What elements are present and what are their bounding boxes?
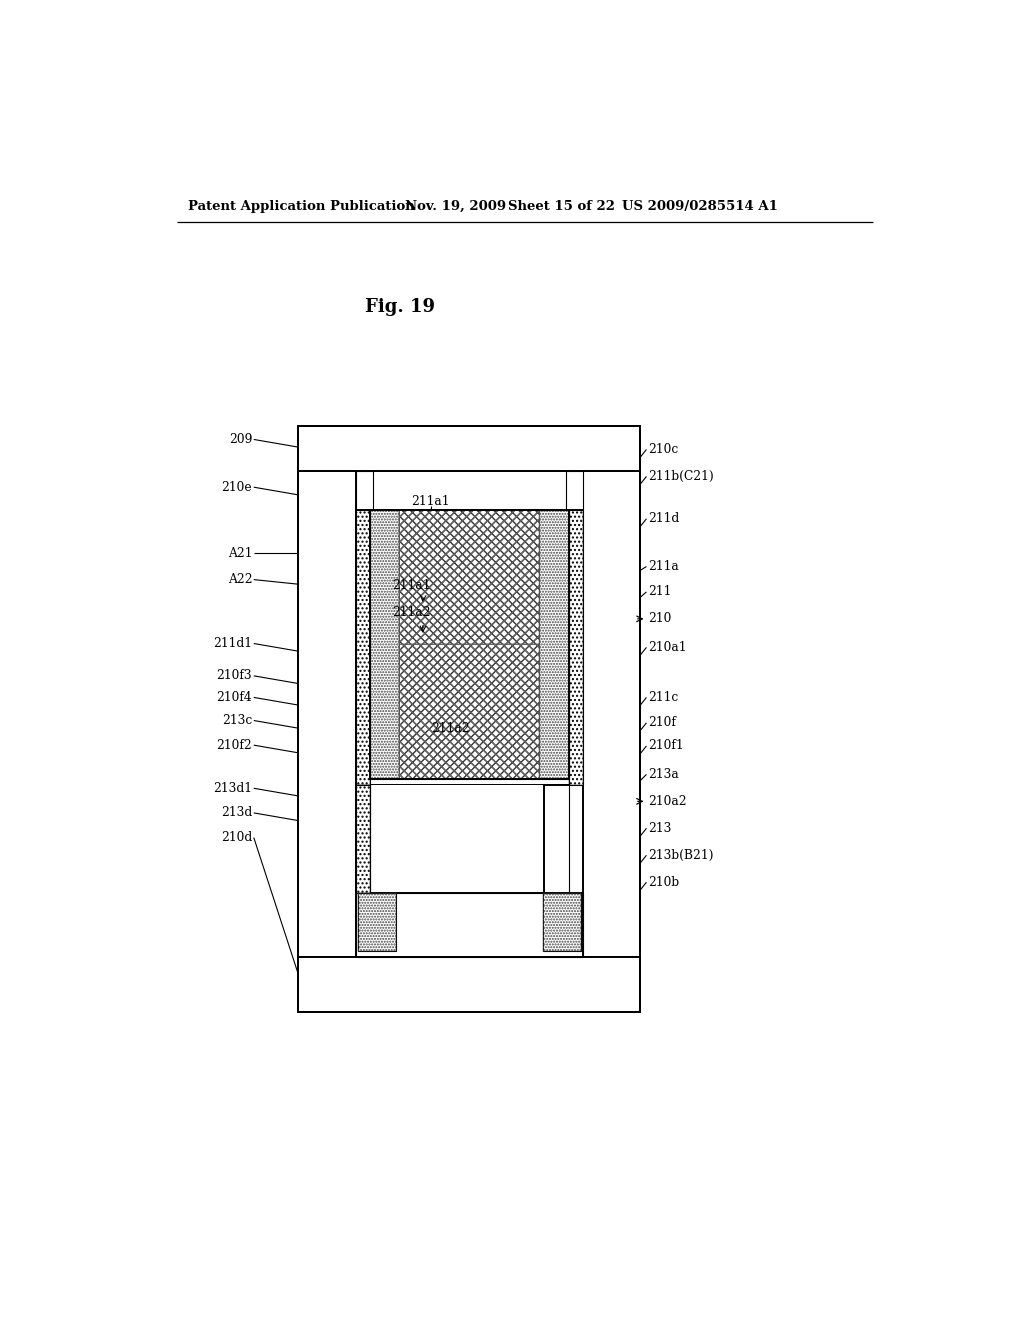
Text: 210: 210 [648, 612, 672, 626]
Bar [298, 957, 357, 1011]
Text: 210e: 210e [221, 480, 252, 494]
Bar [370, 510, 568, 779]
Text: Nov. 19, 2009: Nov. 19, 2009 [406, 199, 507, 213]
Bar [568, 510, 583, 785]
Text: 211a2: 211a2 [431, 722, 469, 735]
Text: 210c: 210c [648, 444, 678, 455]
Bar [370, 785, 568, 892]
Bar [357, 892, 396, 950]
Bar [356, 471, 373, 510]
Text: 211d: 211d [648, 512, 679, 525]
Text: Patent Application Publication: Patent Application Publication [188, 199, 415, 213]
Text: 209: 209 [228, 433, 252, 446]
Text: 210f1: 210f1 [648, 739, 684, 752]
Text: 211a: 211a [648, 560, 679, 573]
Bar [540, 510, 568, 779]
Text: 210a1: 210a1 [648, 640, 686, 653]
Text: 211: 211 [648, 585, 672, 598]
Bar [370, 510, 399, 779]
Bar [543, 892, 581, 950]
Text: 210a2: 210a2 [648, 795, 687, 808]
Bar [568, 510, 583, 785]
Bar [399, 510, 540, 644]
Bar [565, 471, 583, 510]
Bar [399, 510, 540, 779]
Text: 213d: 213d [221, 807, 252, 820]
Bar [357, 892, 396, 950]
Text: 210f2: 210f2 [216, 739, 252, 751]
Bar [399, 644, 540, 779]
Text: 213b(B21): 213b(B21) [648, 849, 714, 862]
Bar [356, 785, 370, 892]
Bar [298, 426, 640, 1011]
Text: A21: A21 [227, 546, 252, 560]
Text: 211a1: 211a1 [392, 579, 431, 593]
Bar [543, 892, 581, 950]
Bar [583, 426, 640, 471]
Bar [356, 785, 370, 892]
Bar [540, 510, 568, 779]
Bar [544, 785, 640, 892]
Bar [298, 426, 356, 471]
Text: 210f3: 210f3 [217, 669, 252, 682]
Text: 211c: 211c [648, 690, 678, 704]
Text: US 2009/0285514 A1: US 2009/0285514 A1 [622, 199, 777, 213]
Bar [356, 892, 583, 957]
Text: 211b(C21): 211b(C21) [648, 470, 714, 483]
Bar [356, 510, 370, 785]
Bar [298, 426, 640, 471]
Text: 213d1: 213d1 [213, 781, 252, 795]
Bar [370, 510, 568, 779]
Text: 213c: 213c [222, 714, 252, 727]
Text: Fig. 19: Fig. 19 [366, 298, 435, 315]
Bar [399, 644, 540, 779]
Bar [298, 957, 640, 1011]
Bar [298, 471, 356, 950]
Text: Sheet 15 of 22: Sheet 15 of 22 [508, 199, 614, 213]
Text: 210b: 210b [648, 875, 679, 888]
Text: 211a2: 211a2 [392, 606, 431, 619]
Bar [356, 510, 370, 785]
Text: 213: 213 [648, 822, 672, 834]
Text: 211d1: 211d1 [213, 638, 252, 649]
Bar [581, 957, 640, 1011]
Text: 211a1: 211a1 [412, 495, 451, 508]
Text: 210f: 210f [648, 717, 676, 730]
Text: 210d: 210d [221, 832, 252, 843]
Bar [583, 471, 640, 950]
Bar [399, 510, 540, 644]
Text: 210f4: 210f4 [216, 690, 252, 704]
Bar [370, 510, 399, 779]
Text: 213a: 213a [648, 768, 679, 781]
Text: A22: A22 [227, 573, 252, 586]
